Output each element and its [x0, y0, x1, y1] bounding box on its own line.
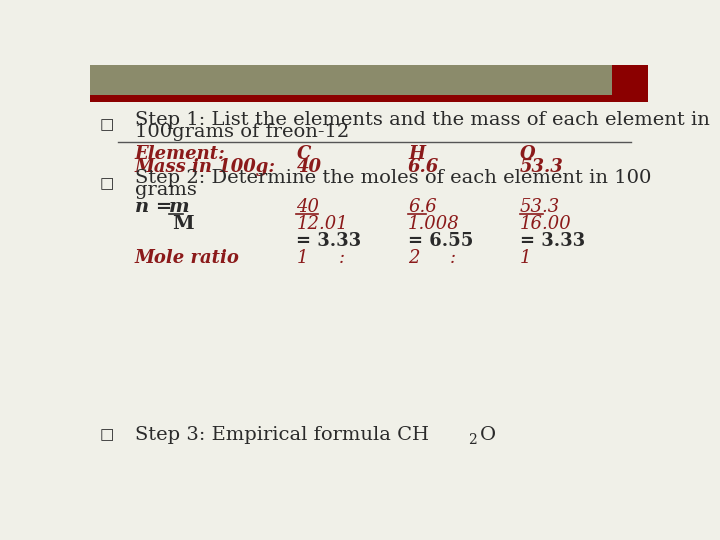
Text: 40: 40 — [297, 158, 321, 176]
Text: 1.008: 1.008 — [408, 215, 460, 233]
Text: = 6.55: = 6.55 — [408, 232, 474, 250]
Text: M: M — [173, 215, 194, 233]
Text: 40: 40 — [297, 198, 320, 216]
Text: 16.00: 16.00 — [520, 215, 572, 233]
Text: 2: 2 — [408, 249, 420, 267]
Text: Step 1: List the elements and the mass of each element in: Step 1: List the elements and the mass o… — [135, 111, 709, 129]
Text: Step 2: Determine the moles of each element in 100: Step 2: Determine the moles of each elem… — [135, 169, 651, 187]
Bar — [90, 94, 648, 102]
Bar — [90, 65, 648, 94]
Text: C: C — [297, 145, 311, 163]
Text: m: m — [169, 198, 190, 216]
Text: H: H — [408, 145, 425, 163]
Text: 12.01: 12.01 — [297, 215, 348, 233]
Bar — [612, 65, 648, 94]
Text: 100grams of freon-12: 100grams of freon-12 — [135, 123, 349, 141]
Text: □: □ — [99, 176, 114, 191]
Text: O: O — [520, 145, 535, 163]
Text: 2: 2 — [468, 433, 477, 447]
Text: Element:: Element: — [135, 145, 225, 163]
Text: 1: 1 — [297, 249, 308, 267]
Text: □: □ — [99, 118, 114, 133]
Text: 1: 1 — [520, 249, 531, 267]
Text: grams: grams — [135, 180, 197, 199]
Text: □: □ — [99, 427, 114, 442]
Text: = 3.33: = 3.33 — [520, 232, 585, 250]
Text: n =: n = — [135, 198, 179, 216]
Text: Mass in 100g:: Mass in 100g: — [135, 158, 276, 176]
Text: :: : — [338, 249, 344, 267]
Text: 53.3: 53.3 — [520, 158, 564, 176]
Text: = 3.33: = 3.33 — [297, 232, 361, 250]
Text: :: : — [450, 249, 456, 267]
Text: 6.6: 6.6 — [408, 198, 437, 216]
Text: 53.3: 53.3 — [520, 198, 560, 216]
Text: Step 3: Empirical formula CH: Step 3: Empirical formula CH — [135, 426, 428, 444]
Text: 6.6: 6.6 — [408, 158, 439, 176]
Text: Mole ratio: Mole ratio — [135, 249, 240, 267]
Text: O: O — [480, 426, 495, 444]
